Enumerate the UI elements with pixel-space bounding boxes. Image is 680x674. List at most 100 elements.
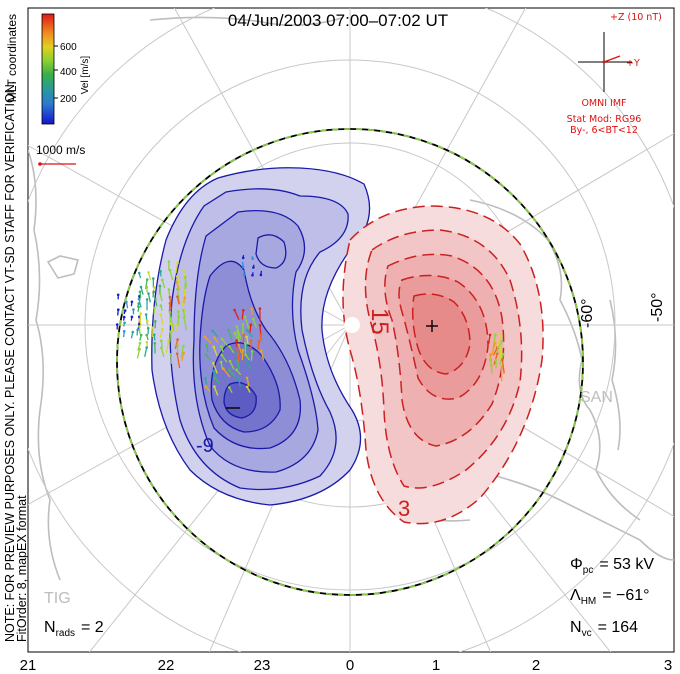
- velocity-vector-origin: [220, 353, 223, 357]
- velocity-vector-origin: [169, 353, 173, 356]
- velocity-vector-origin: [115, 323, 119, 326]
- velocity-vector: [180, 345, 185, 358]
- velocity-vector-origin: [228, 359, 232, 363]
- contour-label-positive-outer: 3: [398, 496, 410, 521]
- velocity-vector-origin: [250, 307, 253, 311]
- velocity-vector-origin: [168, 269, 172, 272]
- imf-condition-label: By-, 6<BT<12: [570, 125, 638, 136]
- velocity-vector-origin: [241, 323, 245, 326]
- hm-boundary-green: [116, 128, 584, 596]
- velocity-vector-origin: [184, 282, 187, 286]
- velocity-vector-origin: [489, 358, 493, 361]
- velocity-vector: [246, 377, 250, 387]
- pole-marker: [344, 317, 360, 333]
- velocity-vector-origin: [122, 315, 126, 319]
- velocity-vector-origin: [251, 317, 255, 321]
- velocity-vector-origin: [138, 341, 142, 345]
- velocity-vector-origin: [258, 307, 262, 310]
- velocity-vector-origin: [138, 318, 141, 322]
- velocity-vector-origin: [145, 298, 149, 301]
- velocity-vector-origin: [249, 339, 253, 342]
- velocity-vector-origin: [159, 313, 163, 316]
- velocity-vector: [175, 262, 179, 274]
- stat-n-vc: Nvc = 164: [570, 619, 638, 639]
- velocity-vector-origin: [245, 385, 249, 389]
- velocity-vector-origin: [153, 333, 156, 337]
- velocity-vector-origin: [145, 333, 148, 337]
- velocity-vector-origin: [241, 256, 245, 260]
- velocity-vector: [159, 328, 164, 338]
- reference-vector-label: 1000 m/s: [36, 143, 85, 157]
- colorbar-tick-200: 200: [60, 94, 77, 105]
- velocity-vector-origin: [158, 292, 162, 295]
- velocity-vector-origin: [183, 296, 186, 299]
- imf-vector: [603, 55, 621, 63]
- velocity-vector-origin: [235, 339, 238, 342]
- velocity-vector-origin: [259, 333, 263, 336]
- velocity-vector-origin: [241, 265, 245, 269]
- velocity-vector: [246, 329, 254, 338]
- velocity-vector-origin: [138, 325, 141, 328]
- velocity-vector-origin: [258, 324, 262, 327]
- velocity-vector-origin: [154, 298, 157, 301]
- velocity-vector: [160, 314, 164, 325]
- velocity-vector-origin: [233, 308, 236, 312]
- fit-order-note: FitOrder: 8, mapEX format: [15, 495, 29, 642]
- velocity-vector: [168, 303, 171, 313]
- velocity-vector: [490, 343, 496, 357]
- velocity-vector-origin: [243, 315, 247, 318]
- velocity-vector-origin: [137, 297, 141, 301]
- velocity-vector-origin: [212, 345, 215, 349]
- velocity-vector: [237, 377, 241, 387]
- velocity-vector-origin: [219, 360, 223, 364]
- velocity-vector-origin: [182, 344, 185, 348]
- velocity-vector-origin: [169, 317, 173, 320]
- velocity-vector: [228, 346, 235, 354]
- velocity-vector-origin: [213, 376, 217, 380]
- velocity-vector: [169, 270, 174, 281]
- velocity-vector-origin: [116, 293, 120, 297]
- velocity-vector-origin: [176, 343, 179, 346]
- velocity-vector-origin: [204, 377, 207, 380]
- velocity-vector-origin: [144, 313, 148, 316]
- velocity-vector: [493, 346, 498, 356]
- velocity-vector: [182, 303, 186, 315]
- velocity-vector-origin: [228, 345, 231, 348]
- velocity-vector-origin: [220, 345, 223, 348]
- mlt-label-1: 1: [432, 657, 440, 674]
- velocity-vector-origin: [251, 257, 254, 260]
- velocity-vector-origin: [245, 376, 249, 380]
- velocity-vector-origin: [123, 309, 127, 312]
- positive-potential-cell: [342, 205, 544, 525]
- velocity-vector-origin: [160, 339, 163, 343]
- velocity-vector-origin: [145, 278, 149, 281]
- velocity-vector-origin: [146, 319, 149, 323]
- mlt-label-2: 2: [532, 657, 540, 674]
- mlt-label-22: 22: [158, 657, 175, 674]
- velocity-vector-origin: [237, 343, 240, 347]
- velocity-vector-origin: [257, 340, 261, 344]
- velocity-vector-origin: [242, 333, 245, 337]
- velocity-color-bar: 600 400 200 Vel [m/s]: [41, 13, 91, 125]
- velocity-vector-origin: [168, 302, 172, 305]
- velocity-vector-origin: [211, 329, 214, 333]
- velocity-vector: [170, 318, 175, 332]
- velocity-vector: [495, 340, 503, 354]
- velocity-vector-origin: [502, 352, 505, 356]
- coordinates-label: MLT coordinates: [5, 14, 19, 102]
- velocity-vector-origin: [213, 385, 216, 388]
- velocity-vector-origin: [237, 376, 240, 380]
- velocity-vector-origin: [168, 310, 172, 314]
- velocity-vector: [501, 359, 505, 374]
- velocity-vector-origin: [233, 331, 236, 335]
- velocity-vector: [236, 326, 242, 339]
- velocity-vector-origin: [181, 302, 185, 306]
- velocity-vector-origin: [145, 346, 148, 349]
- mlt-label-21: 21: [20, 657, 37, 674]
- velocity-vector: [241, 310, 244, 320]
- imf-model-label: Stat Mod: RG96: [567, 114, 642, 125]
- velocity-vector: [246, 361, 253, 371]
- velocity-vector: [490, 365, 493, 374]
- velocity-vector: [138, 298, 142, 308]
